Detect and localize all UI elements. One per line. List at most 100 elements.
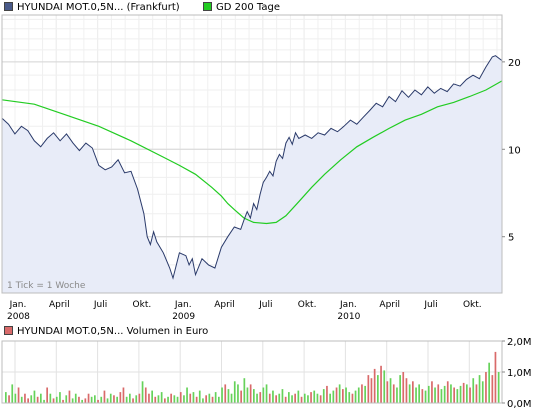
volume-bar	[335, 387, 338, 403]
x-year-label: 2009	[172, 312, 195, 322]
volume-bar	[113, 395, 115, 404]
volume-bar	[74, 393, 77, 403]
volume-bar	[497, 372, 500, 403]
volume-bar	[456, 389, 459, 403]
volume-bar	[307, 395, 309, 404]
volume-bar	[357, 387, 360, 403]
volume-bar	[278, 393, 281, 403]
volume-bar	[237, 384, 239, 403]
volume-bar	[300, 396, 303, 403]
volume-bar	[189, 393, 192, 403]
volume-bar	[122, 387, 125, 403]
volume-bar	[392, 384, 395, 403]
volume-bar	[202, 398, 204, 403]
volume-bar	[491, 375, 494, 403]
volume-bar	[421, 389, 424, 403]
volume-bar	[176, 396, 179, 403]
volume-bar	[106, 398, 109, 403]
volume-bar	[437, 384, 440, 403]
x-tick-label: Jan.	[9, 300, 27, 310]
y-tick-label: 5	[508, 233, 514, 244]
volume-y-tick-label: 2,0M	[507, 337, 532, 348]
volume-bar	[427, 385, 430, 403]
volume-bar	[198, 390, 201, 403]
volume-bar	[243, 378, 246, 403]
volume-bar	[246, 387, 249, 403]
volume-bar	[71, 398, 74, 403]
volume-bar	[469, 387, 471, 403]
volume-bar	[211, 396, 214, 403]
volume-bar	[354, 390, 357, 403]
volume-bar	[192, 392, 195, 403]
volume-bar	[316, 393, 319, 403]
x-tick-label: Jan.	[339, 300, 357, 310]
volume-bar	[478, 375, 481, 403]
volume-bar	[268, 393, 271, 403]
volume-bar	[84, 398, 87, 403]
volume-bar	[380, 365, 382, 403]
volume-bar	[227, 389, 230, 403]
volume-bar	[370, 378, 373, 403]
x-year-label: 2008	[7, 312, 30, 322]
volume-bar	[275, 395, 277, 404]
volume-y-tick-label: 0,0M	[507, 399, 532, 410]
volume-bar	[345, 387, 347, 403]
volume-bar	[55, 396, 58, 403]
volume-y-tick-label: 1,0M	[507, 368, 532, 379]
moving-average-line	[1, 80, 503, 225]
volume-bar	[59, 392, 61, 403]
volume-bar	[186, 387, 188, 403]
volume-bar	[262, 387, 265, 403]
volume-bar	[103, 390, 106, 403]
volume-bar	[450, 384, 452, 403]
volume-bar	[208, 393, 211, 403]
volume-bar	[253, 389, 255, 403]
legend-ma-label: GD 200 Tage	[216, 2, 280, 13]
volume-bar	[233, 381, 236, 403]
volume-bar	[221, 387, 223, 403]
volume-bar	[148, 393, 150, 403]
volume-bar	[462, 382, 465, 403]
x-tick-label: Okt.	[463, 300, 482, 310]
volume-bar	[17, 387, 20, 403]
volume-bar	[135, 395, 138, 404]
volume-bar	[65, 395, 68, 404]
volume-bar	[488, 362, 490, 403]
x-tick-label: April	[379, 300, 400, 310]
tick-note: 1 Tick = 1 Woche	[7, 281, 86, 291]
volume-bar	[405, 378, 408, 403]
volume-bar	[8, 395, 10, 404]
volume-bar	[408, 384, 411, 403]
volume-bar	[319, 395, 322, 404]
price-y-axis: 5 10 20	[502, 58, 521, 244]
x-tick-label: Juli	[258, 300, 272, 310]
volume-bar	[313, 390, 316, 403]
volume-bar	[256, 393, 258, 403]
volume-bar	[52, 398, 55, 403]
volume-bar	[14, 393, 17, 403]
volume-bar	[30, 395, 33, 404]
volume-bar	[164, 398, 166, 403]
volume-bar	[5, 392, 7, 403]
volume-bar	[90, 396, 93, 403]
volume-bar	[431, 381, 433, 403]
volume-bar	[443, 385, 446, 403]
volume-bar	[326, 385, 328, 403]
volume-bar	[230, 393, 233, 403]
volume-bars	[5, 351, 500, 404]
volume-bar	[68, 390, 71, 403]
volume-bar	[24, 393, 26, 403]
volume-bar	[446, 381, 449, 403]
volume-bar	[87, 393, 90, 403]
volume-bar	[224, 384, 227, 403]
volume-bar	[399, 375, 401, 403]
legend-price: HYUNDAI MOT.0,5N... (Frankfurt)	[4, 2, 180, 14]
volume-bar	[138, 393, 141, 403]
volume-bar	[151, 390, 153, 403]
volume-bar	[125, 396, 128, 403]
x-tick-label: April	[49, 300, 70, 310]
volume-bar	[402, 372, 405, 403]
volume-bar	[459, 385, 462, 403]
volume-bar	[415, 387, 417, 403]
